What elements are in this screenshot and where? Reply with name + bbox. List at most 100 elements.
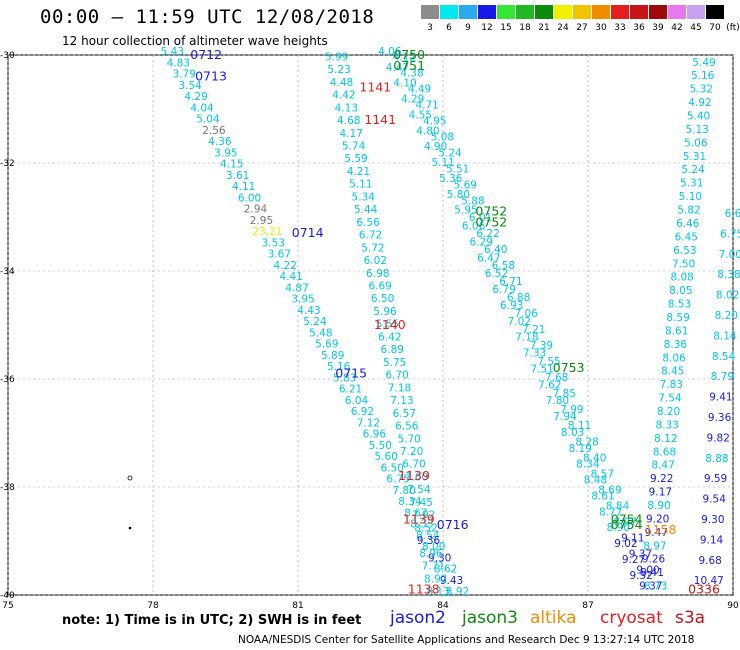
- wave-height-value: 5.51: [446, 164, 469, 176]
- wave-height-value: 9.36: [708, 412, 732, 424]
- wave-height-value: 6.88: [507, 292, 530, 304]
- wave-height-value: 6.96: [363, 429, 387, 441]
- wave-height-value: 7.62: [538, 379, 561, 391]
- page-subtitle: 12 hour collection of altimeter wave hei…: [62, 34, 328, 48]
- wave-height-value: 5.31: [680, 178, 703, 190]
- pass-time-label: 1139: [398, 468, 430, 483]
- legend-swatch: [668, 5, 686, 19]
- wave-height-value: 5.43: [161, 46, 184, 58]
- wave-height-value: 6.40: [484, 244, 507, 256]
- wave-height-value: 6.04: [345, 395, 369, 407]
- page-title: 00:00 – 11:59 UTC 12/08/2018: [40, 6, 375, 28]
- wave-height-value: 5.59: [344, 153, 367, 165]
- legend-swatch: [478, 5, 496, 19]
- wave-height-value: 8.79: [711, 371, 734, 383]
- wave-height-value: 8.02: [716, 290, 739, 302]
- wave-height-value: 8.77: [599, 506, 622, 518]
- lon-tick-label: 78: [147, 601, 159, 611]
- wave-height-value: 8.12: [654, 433, 677, 445]
- wave-height-value: 8.34: [576, 459, 600, 471]
- wave-height-value: 5.99: [325, 51, 348, 63]
- wave-height-value: 9.30: [701, 514, 724, 526]
- wave-height-value: 6.98: [366, 268, 389, 280]
- wave-height-value: 5.60: [375, 451, 398, 463]
- wave-height-value: 6.00: [238, 192, 261, 204]
- wave-height-value: 7.83: [660, 379, 683, 391]
- legend-label: 45: [690, 23, 702, 33]
- wave-height-value: 8.53: [668, 299, 691, 311]
- wave-height-value: 4.90: [424, 141, 447, 153]
- lat-tick-label: -34: [0, 267, 15, 277]
- wave-height-value: 2.94: [244, 204, 268, 216]
- wave-height-value: 5.44: [354, 204, 378, 216]
- wave-height-value: 9.37: [639, 581, 662, 593]
- wave-height-value: 5.75: [383, 357, 406, 369]
- wave-height-value: 6.70: [402, 459, 425, 471]
- wave-height-value: 8.90: [607, 522, 630, 534]
- legend-label: 15: [500, 23, 512, 33]
- wave-height-value: 6.29: [470, 236, 493, 248]
- wave-height-value: 5.11: [349, 179, 372, 191]
- wave-height-value: 9.68: [698, 555, 721, 567]
- wave-height-value: 4.29: [401, 94, 424, 106]
- satellite-label-s3a: s3a: [675, 608, 706, 628]
- wave-height-value: 4.48: [330, 77, 353, 89]
- legend-swatch: [611, 5, 629, 19]
- legend-swatch: [592, 5, 610, 19]
- wave-height-value: 7.71: [422, 561, 445, 573]
- wave-height-value: 5.24: [303, 316, 327, 328]
- wave-height-value: 6.21: [339, 384, 362, 396]
- lat-tick-label: -32: [0, 159, 15, 169]
- wave-height-value: 8.03: [561, 427, 584, 439]
- wave-height-value: 6.75: [720, 228, 740, 240]
- wave-height-value: 7.18: [515, 332, 538, 344]
- wave-height-value: 8.48: [584, 475, 607, 487]
- wave-height-value: 4.29: [184, 91, 207, 103]
- lon-tick-label: 90: [727, 601, 739, 611]
- wave-height-value: 2.56: [202, 125, 226, 137]
- wave-height-value: 7.54: [658, 393, 682, 405]
- legend-label: 6: [446, 23, 452, 33]
- legend-swatch: [630, 5, 648, 19]
- wave-height-value: 8.61: [665, 325, 688, 337]
- wave-height-value: 9.41: [641, 567, 664, 579]
- wave-height-value: 8.67: [404, 507, 427, 519]
- legend-swatch: [554, 5, 572, 19]
- wave-height-value: 8.52: [414, 522, 437, 534]
- wave-height-value: 23.21: [252, 226, 282, 238]
- pass-time-label: 0754: [611, 511, 643, 526]
- wave-height-value: 4.36: [208, 136, 232, 148]
- wave-height-value: 7.80: [546, 395, 569, 407]
- legend-label: 24: [557, 23, 569, 33]
- lat-tick-label: -36: [0, 375, 15, 385]
- wave-height-value: 5.49: [692, 57, 715, 69]
- wave-height-value: 5.48: [309, 327, 332, 339]
- island-marker: [127, 475, 133, 481]
- wave-height-value: 5.74: [342, 141, 366, 153]
- wave-height-value: 3.67: [268, 249, 291, 261]
- pass-time-label: 0715: [335, 366, 367, 381]
- wave-height-value: 8.36: [664, 339, 688, 351]
- wave-height-value: 6.92: [351, 406, 374, 418]
- wave-height-value: 6.47: [477, 252, 500, 264]
- wave-height-value: 7.12: [357, 417, 380, 429]
- credit-line: NOAA/NESDIS Center for Satellite Applica…: [238, 634, 695, 646]
- wave-height-value: 6.72: [359, 230, 382, 242]
- pass-time-label: 0752: [475, 204, 507, 219]
- wave-height-value: 9.59: [704, 473, 727, 485]
- wave-height-value: 9.22: [650, 473, 673, 485]
- wave-height-value: 9.37: [629, 549, 652, 561]
- wave-height-value: 6.42: [378, 331, 401, 343]
- wave-height-value: 9.43: [440, 575, 463, 587]
- wave-height-value: 5.89: [321, 350, 344, 362]
- wave-height-value: 8.45: [661, 366, 684, 378]
- wave-height-value: 5.40: [687, 111, 710, 123]
- wave-height-value: 8.54: [416, 530, 440, 542]
- lon-tick-label: 81: [292, 601, 303, 611]
- wave-height-value: 5.31: [683, 151, 706, 163]
- wave-height-value: 7.50: [672, 258, 695, 270]
- wave-height-value: 8.92: [424, 573, 447, 585]
- wave-height-value: 6.79: [492, 284, 515, 296]
- wave-height-value: 6.06: [462, 221, 486, 233]
- wave-height-value: 8.62: [434, 564, 457, 576]
